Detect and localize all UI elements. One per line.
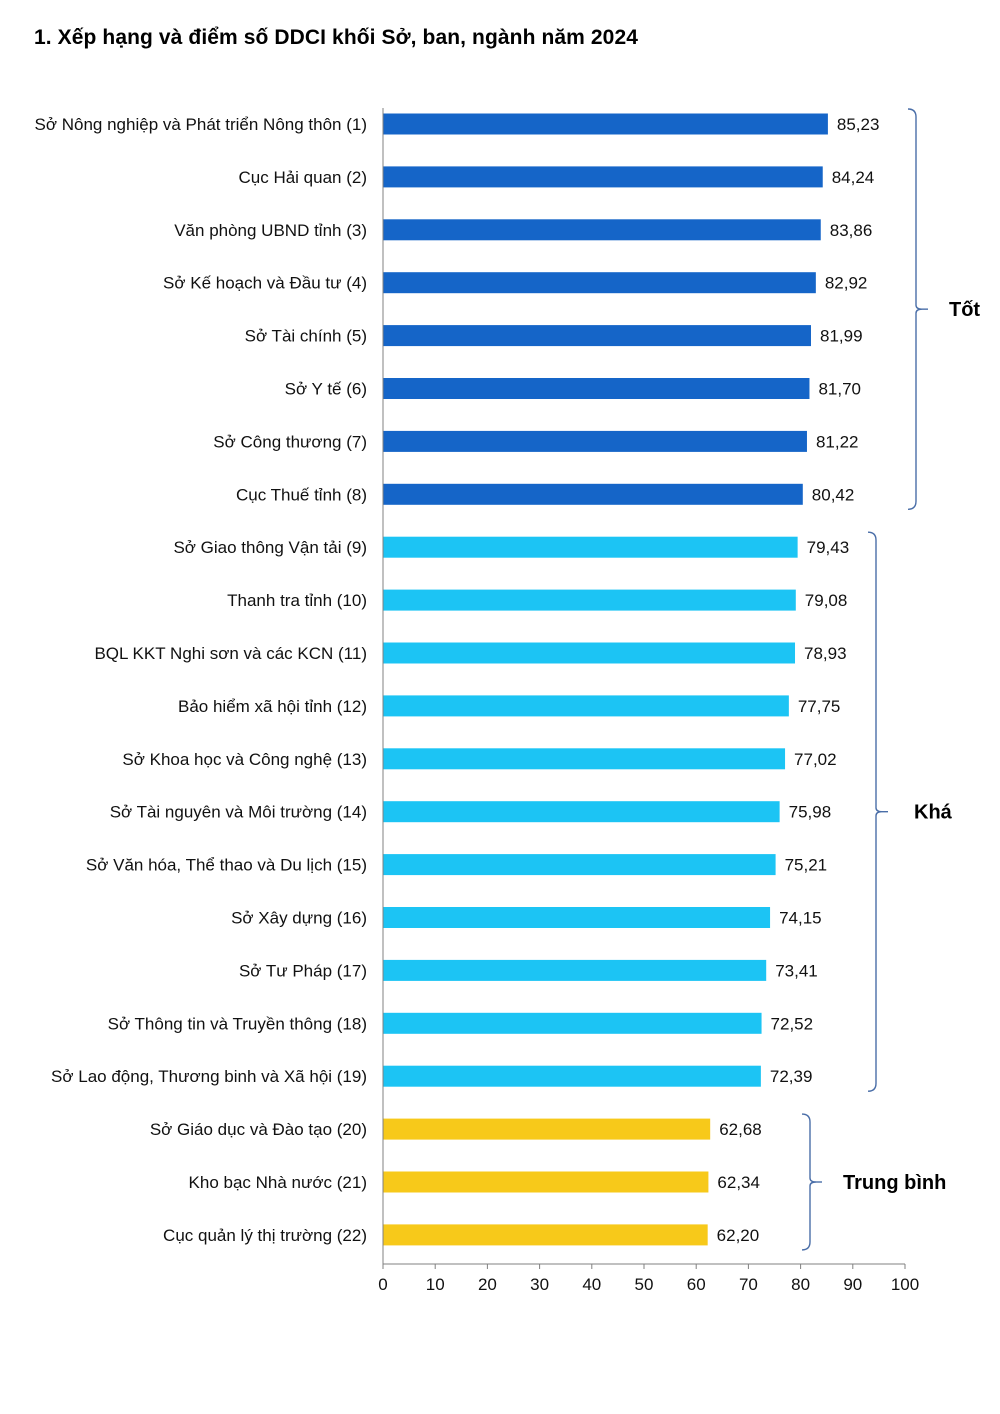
value-label: 72,39	[770, 1067, 813, 1086]
bar	[383, 854, 776, 876]
value-label: 80,42	[812, 485, 855, 504]
bar	[383, 1065, 761, 1087]
category-label: Bảo hiểm xã hội tỉnh (12)	[178, 697, 367, 716]
x-tick-label: 20	[478, 1275, 497, 1294]
bar	[383, 1118, 711, 1140]
value-label: 77,75	[798, 697, 841, 716]
value-label: 62,68	[719, 1120, 762, 1139]
x-tick-label: 100	[891, 1275, 919, 1294]
bar	[383, 801, 780, 823]
group-bracket	[907, 108, 923, 510]
value-label: 78,93	[804, 644, 847, 663]
group-label: Trung bình	[843, 1172, 946, 1194]
value-label: 75,98	[789, 803, 832, 822]
bar	[383, 748, 786, 770]
category-label: Sở Tài chính (5)	[245, 327, 367, 346]
category-label: Sở Tư Pháp (17)	[239, 961, 367, 980]
value-label: 72,52	[771, 1014, 814, 1033]
bar	[383, 907, 771, 928]
chart-title: 1. Xếp hạng và điểm số DDCI khối Sở, ban…	[34, 26, 639, 49]
bar	[383, 166, 823, 188]
category-label: Sở Khoa học và Công nghệ (13)	[122, 750, 367, 769]
category-label: Sở Thông tin và Truyền thông (18)	[108, 1014, 367, 1033]
bar	[383, 589, 796, 611]
bar	[383, 378, 810, 399]
group-label: Tốt	[949, 299, 980, 321]
group-label: Khá	[914, 802, 953, 824]
x-tick-label: 70	[739, 1275, 758, 1294]
bar	[383, 959, 767, 981]
value-label: 62,20	[717, 1226, 760, 1245]
category-label: Cục quản lý thị trường (22)	[163, 1226, 367, 1245]
category-label: Thanh tra tỉnh (10)	[227, 591, 367, 610]
value-label: 82,92	[825, 274, 868, 293]
category-label: Sở Nông nghiệp và Phát triển Nông thôn (…	[35, 115, 367, 134]
category-label: Sở Tài nguyên và Môi trường (14)	[110, 803, 367, 822]
group-bracket	[801, 1113, 817, 1251]
group-bracket	[867, 531, 883, 1092]
bar	[383, 1012, 762, 1034]
value-label: 79,43	[807, 538, 850, 557]
category-label: Sở Văn hóa, Thể thao và Du lịch (15)	[86, 856, 367, 875]
value-label: 81,70	[818, 380, 861, 399]
category-label: Sở Y tế (6)	[285, 380, 367, 399]
category-label: Sở Lao động, Thương binh và Xã hội (19)	[51, 1067, 367, 1086]
value-label: 84,24	[832, 168, 875, 187]
bar	[383, 642, 796, 664]
value-label: 81,22	[816, 432, 859, 451]
x-tick-label: 30	[530, 1275, 549, 1294]
value-label: 81,99	[820, 327, 863, 346]
category-label: Sở Kế hoạch và Đầu tư (4)	[163, 274, 367, 293]
bar	[383, 430, 807, 452]
category-label: BQL KKT Nghi sơn và các KCN (11)	[94, 644, 367, 663]
bar	[383, 536, 798, 558]
value-label: 62,34	[717, 1173, 760, 1192]
x-tick-label: 0	[378, 1275, 387, 1294]
bar	[383, 219, 821, 241]
bar	[383, 272, 816, 294]
x-tick-label: 50	[635, 1275, 654, 1294]
bar	[383, 483, 803, 505]
bar	[383, 695, 789, 717]
value-label: 74,15	[779, 909, 822, 928]
bar	[383, 1171, 709, 1193]
x-tick-label: 90	[843, 1275, 862, 1294]
value-label: 73,41	[775, 961, 818, 980]
value-label: 75,21	[785, 856, 828, 875]
category-label: Cục Hải quan (2)	[238, 168, 367, 187]
value-label: 85,23	[837, 115, 880, 134]
x-tick-label: 40	[582, 1275, 601, 1294]
category-label: Sở Xây dựng (16)	[231, 909, 367, 928]
x-tick-label: 60	[687, 1275, 706, 1294]
bar	[383, 1224, 708, 1246]
category-label: Kho bạc Nhà nước (21)	[189, 1173, 367, 1192]
value-label: 77,02	[794, 750, 837, 769]
category-label: Sở Giao thông Vận tải (9)	[173, 538, 367, 557]
value-label: 83,86	[830, 221, 873, 240]
value-label: 79,08	[805, 591, 848, 610]
category-label: Sở Giáo dục và Đào tạo (20)	[150, 1120, 367, 1139]
x-tick-label: 80	[791, 1275, 810, 1294]
category-label: Văn phòng UBND tỉnh (3)	[174, 221, 367, 240]
bar	[383, 113, 828, 135]
bar	[383, 325, 811, 347]
category-label: Cục Thuế tỉnh (8)	[236, 485, 367, 504]
x-tick-label: 10	[426, 1275, 445, 1294]
category-label: Sở Công thương (7)	[213, 432, 367, 451]
